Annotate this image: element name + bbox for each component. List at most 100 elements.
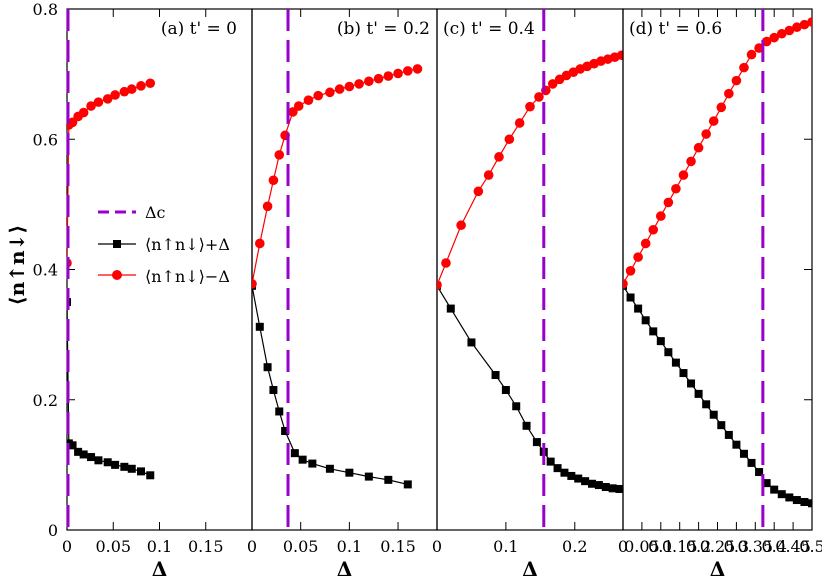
minus-delta-point [334,84,345,94]
minus-delta-point [656,211,666,221]
minus-delta-point [393,68,403,79]
legend-minus-marker [112,270,122,280]
panel-2: 0 0.05 0.1 0.15 Δ (b) t' = 0.2 [247,8,438,577]
plus-delta-point [491,371,500,380]
plus-delta-point [671,358,680,367]
plus-delta-point [594,481,603,490]
plus-delta-point [581,477,590,486]
minus-delta-point [625,266,636,276]
plus-delta-point [446,304,455,313]
minus-delta-point [708,116,719,126]
x-tick-label: 0.2 [686,537,711,556]
minus-delta-point [623,279,628,289]
minus-delta-point [145,78,156,89]
minus-delta-point [769,32,779,43]
plus-delta-point [281,427,290,436]
plus-delta-point [777,490,786,499]
minus-delta-point [792,22,802,33]
y-tick-label: 0 [48,521,58,540]
minus-delta-point [86,101,96,111]
plot-area [252,64,423,489]
plus-delta-point [269,385,278,394]
plus-delta-point [732,440,741,449]
minus-delta-point [364,76,374,87]
plus-delta-point [664,348,673,357]
plus-delta-point [560,468,569,477]
plus-delta-point [634,304,643,313]
plus-delta-point [522,421,531,430]
minus-delta-point [746,49,757,60]
minus-delta-point [441,258,451,268]
panel-frame [622,8,813,531]
minus-delta-point [313,90,324,101]
minus-delta-point [776,28,787,39]
plus-delta-point [298,455,307,464]
minus-delta-point [640,238,651,249]
y-tick-label: 0.6 [33,130,58,149]
y-tick-label: 0.8 [33,0,58,19]
plus-delta-point [74,447,83,456]
minus-delta-point [383,71,394,81]
plus-delta-point [308,459,317,468]
plus-delta-point [808,499,812,508]
plus-delta-point [532,438,541,447]
panel-title: (d) t' = 0.6 [629,19,722,39]
minus-delta-point [663,197,674,208]
plus-delta-point [626,293,635,302]
plus-delta-point [103,458,112,467]
minus-delta-point [354,79,364,89]
minus-delta-point [402,66,413,76]
y-axis-title: ⟨n↑n↓⟩ [5,225,29,306]
minus-delta-point [93,97,104,107]
minus-delta-point [534,92,544,102]
plus-delta-point [574,474,583,483]
x-tick-label: 0.15 [380,537,416,556]
plus-delta-point [601,483,610,492]
legend-plus-marker [113,240,121,248]
x-tick-label: 0.25 [700,537,736,556]
plus-delta-point [770,485,779,494]
plus-delta-point [702,400,711,409]
minus-delta-point [412,64,423,74]
minus-delta-point [525,101,535,112]
panel-3: 0 0.1 0.2 Δ (c) t' = 0.4 [432,8,624,577]
x-tick-label: 0.15 [662,537,698,556]
x-tick-label: 0.4 [761,537,786,556]
plot-area [437,50,623,493]
plus-delta-point [111,460,120,469]
plus-delta-point [717,421,726,430]
minus-delta-point [456,220,466,231]
minus-delta-point [268,175,279,186]
x-axis-title: Δ [710,557,726,577]
plus-delta-point [800,497,809,506]
plus-delta-point [762,479,771,488]
minus-delta-point [701,129,711,139]
plus-delta-point [694,389,703,398]
plus-delta-point [747,458,756,467]
x-tick-label: 0.35 [737,537,773,556]
minus-delta-point [739,62,749,73]
x-tick-label: 0.15 [188,537,224,556]
plus-delta-point [739,449,748,458]
minus-delta-point [373,73,384,84]
x-tick-label: 0.1 [337,537,362,556]
minus-delta-point [293,101,304,111]
panel-title: (a) t' = 0 [161,19,237,39]
minus-delta-point [136,81,146,91]
x-tick-label: 0.1 [648,537,673,556]
plus-delta-point [384,475,393,484]
x-tick-label: 0.3 [724,537,749,556]
minus-delta-point [344,81,355,92]
minus-delta-point [119,86,130,97]
plus-delta-point [325,464,334,473]
plus-delta-point [724,430,733,439]
panel-frame [436,8,624,531]
plot-area [67,78,156,480]
plus-delta-point [120,462,129,471]
plus-delta-point [567,471,576,480]
minus-delta-point [784,25,795,36]
plus-delta-point [345,468,354,477]
x-tick-label: 0 [432,537,442,556]
legend-minus-label: ⟨n↑n↓⟩−Δ [145,267,230,286]
